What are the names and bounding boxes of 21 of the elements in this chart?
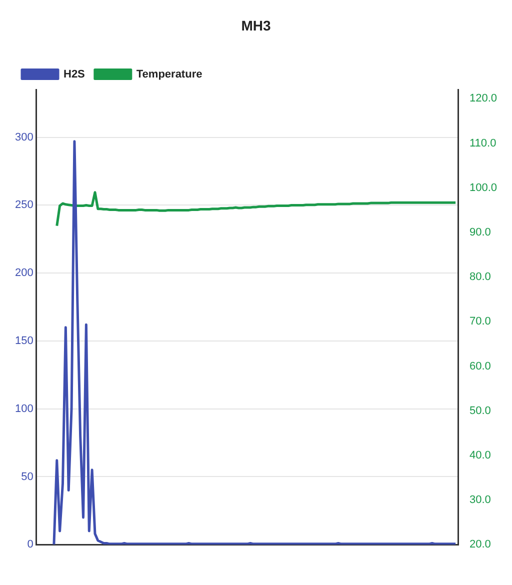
y-tick-label: 250 — [14, 199, 34, 212]
y2-tick-label: 70.0 — [469, 316, 491, 328]
legend-label: H2S — [64, 68, 85, 80]
y2-tick-label: 40.0 — [469, 449, 491, 462]
y-tick-label: 300 — [14, 131, 34, 144]
y-tick-label: 150 — [14, 334, 34, 347]
y2-tick-label: 110.0 — [469, 137, 496, 150]
y2-tick-label: 100.0 — [469, 182, 498, 194]
chart-title: MH3 — [241, 17, 271, 34]
y2-tick-label: 20.0 — [469, 538, 491, 551]
y2-tick-label: 50.0 — [469, 404, 491, 417]
y2-tick-label: 90.0 — [469, 226, 491, 239]
y-tick-label: 100 — [14, 402, 34, 415]
y-tick-label: 200 — [14, 267, 34, 280]
y2-tick-label: 60.0 — [469, 360, 491, 372]
legend-label: Temperature — [136, 68, 202, 80]
y2-tick-label: 80.0 — [469, 271, 491, 284]
y-tick-label: 0 — [27, 538, 34, 551]
y2-tick-label: 120.0 — [469, 92, 498, 105]
y-tick-label: 50 — [21, 470, 34, 483]
y2-tick-label: 30.0 — [469, 494, 491, 506]
